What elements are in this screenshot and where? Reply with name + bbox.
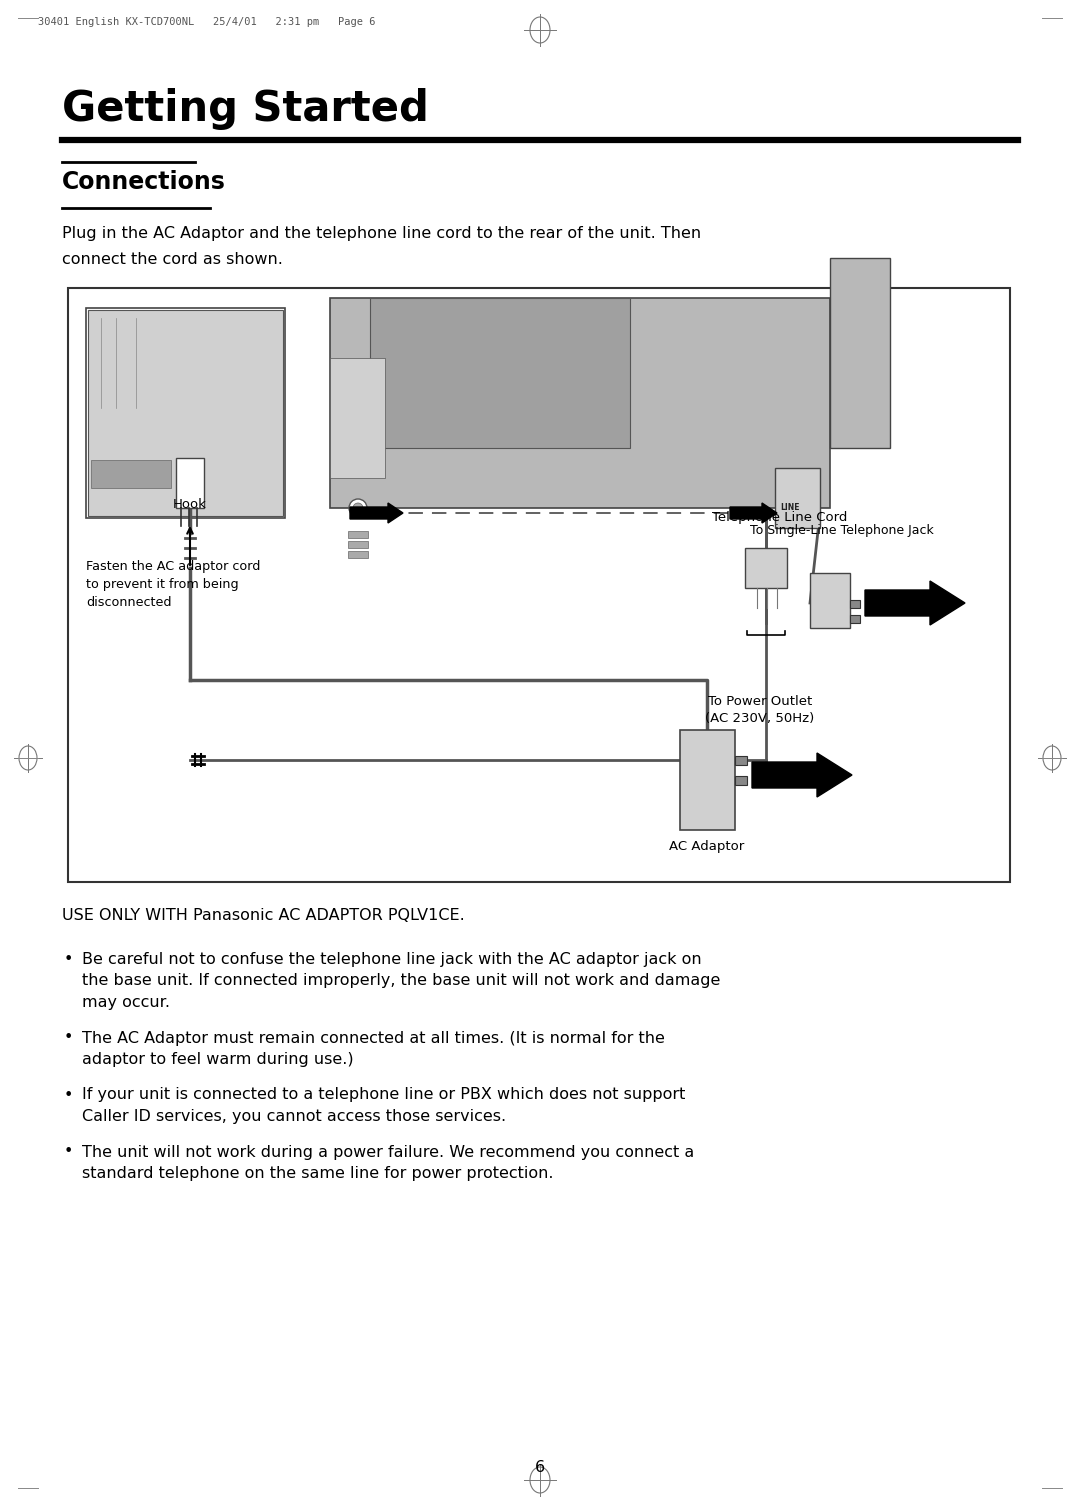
Bar [680, 730, 735, 830]
Text: Caller ID services, you cannot access those services.: Caller ID services, you cannot access th… [82, 1109, 507, 1124]
Text: •: • [64, 1088, 73, 1103]
Bar [348, 551, 368, 558]
Ellipse shape [349, 499, 367, 518]
Bar [330, 358, 384, 478]
Bar [831, 258, 890, 448]
Bar [745, 548, 787, 589]
Bar [91, 460, 171, 487]
Text: Be careful not to confuse the telephone line jack with the AC adaptor jack on: Be careful not to confuse the telephone … [82, 952, 702, 967]
Text: •: • [64, 952, 73, 967]
Bar [68, 288, 1010, 881]
Text: connect the cord as shown.: connect the cord as shown. [62, 252, 283, 267]
FancyArrow shape [350, 502, 403, 524]
Bar [850, 601, 860, 608]
Text: •: • [64, 1144, 73, 1159]
Bar [775, 468, 820, 528]
Text: The unit will not work during a power failure. We recommend you connect a: The unit will not work during a power fa… [82, 1144, 694, 1159]
Bar [370, 297, 630, 448]
Text: The AC Adaptor must remain connected at all times. (It is normal for the: The AC Adaptor must remain connected at … [82, 1031, 665, 1046]
Text: Telephone Line Cord: Telephone Line Cord [713, 512, 848, 524]
Text: the base unit. If connected improperly, the base unit will not work and damage: the base unit. If connected improperly, … [82, 973, 720, 988]
Bar [850, 616, 860, 623]
Text: LINE: LINE [780, 502, 799, 512]
Text: adaptor to feel warm during use.): adaptor to feel warm during use.) [82, 1052, 353, 1067]
Bar [176, 459, 204, 509]
Bar [735, 776, 747, 785]
Ellipse shape [353, 502, 363, 513]
Text: Getting Started: Getting Started [62, 88, 429, 130]
Bar [810, 573, 850, 628]
Text: 30401 English KX-TCD700NL   25/4/01   2:31 pm   Page 6: 30401 English KX-TCD700NL 25/4/01 2:31 p… [38, 17, 376, 27]
Bar [348, 542, 368, 548]
FancyArrow shape [730, 502, 777, 524]
Text: To Power Outlet
(AC 230V, 50Hz): To Power Outlet (AC 230V, 50Hz) [705, 696, 814, 724]
Text: USE ONLY WITH Panasonic AC ADAPTOR PQLV1CE.: USE ONLY WITH Panasonic AC ADAPTOR PQLV1… [62, 908, 464, 924]
Text: Connections: Connections [62, 171, 226, 195]
Text: Hook: Hook [173, 498, 207, 512]
Text: may occur.: may occur. [82, 994, 170, 1010]
Text: AC Adaptor: AC Adaptor [670, 841, 744, 853]
Text: Fasten the AC adaptor cord
to prevent it from being
disconnected: Fasten the AC adaptor cord to prevent it… [86, 560, 260, 610]
FancyArrow shape [865, 581, 966, 625]
Polygon shape [87, 309, 283, 516]
FancyArrow shape [752, 753, 852, 797]
Text: To Single-Line Telephone Jack: To Single-Line Telephone Jack [750, 524, 934, 537]
Text: standard telephone on the same line for power protection.: standard telephone on the same line for … [82, 1166, 554, 1182]
Bar [348, 531, 368, 539]
Text: Plug in the AC Adaptor and the telephone line cord to the rear of the unit. Then: Plug in the AC Adaptor and the telephone… [62, 226, 701, 241]
Bar [86, 308, 285, 518]
Bar [330, 297, 831, 509]
Text: •: • [64, 1031, 73, 1046]
Bar [735, 756, 747, 765]
Text: 6: 6 [535, 1461, 545, 1474]
Text: If your unit is connected to a telephone line or PBX which does not support: If your unit is connected to a telephone… [82, 1088, 686, 1103]
